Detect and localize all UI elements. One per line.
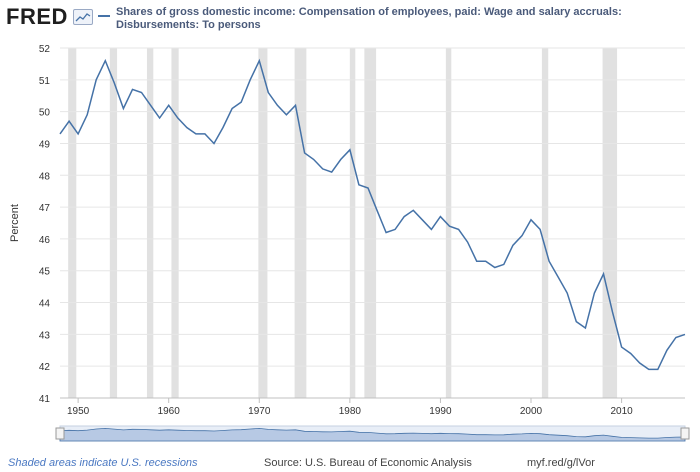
chart-header: FRED Shares of gross domestic income: Co… (0, 0, 700, 40)
navigator-handle-left[interactable] (55, 427, 65, 440)
recession-band (364, 48, 377, 398)
short-url-link[interactable]: myf.red/g/lVor (527, 457, 595, 469)
x-axis: 1950 1960 1970 1980 1990 2000 2010 (60, 397, 685, 417)
y-tick-label: 48 (39, 171, 51, 182)
series-line (59, 58, 686, 371)
y-tick-label: 41 (39, 394, 51, 405)
range-navigator[interactable] (55, 425, 690, 442)
y-tick-label: 49 (39, 139, 51, 150)
y-axis: 41 42 43 44 45 46 47 48 49 50 51 52 (39, 44, 51, 405)
x-tick-label: 1980 (339, 406, 362, 417)
line-chart-icon (73, 9, 93, 25)
recession-band (541, 48, 549, 398)
x-tick-label: 1960 (158, 406, 181, 417)
recession-shading (68, 48, 618, 398)
fred-logo[interactable]: FRED (6, 4, 68, 29)
recession-band (445, 48, 452, 398)
recession-band (258, 48, 268, 398)
y-tick-label: 51 (39, 76, 51, 87)
recession-band (349, 48, 356, 398)
y-tick-label: 43 (39, 330, 51, 341)
y-tick-label: 47 (39, 203, 51, 214)
source-text: Source: U.S. Bureau of Economic Analysis (264, 457, 472, 469)
y-tick-label: 45 (39, 267, 51, 278)
x-tick-label: 2000 (520, 406, 543, 417)
recession-band (294, 48, 307, 398)
y-tick-label: 42 (39, 362, 51, 373)
y-tick-label: 52 (39, 44, 51, 55)
y-tick-label: 46 (39, 235, 51, 246)
recession-band (68, 48, 77, 398)
recession-band (146, 48, 154, 398)
y-tick-label: 44 (39, 299, 51, 310)
x-tick-label: 1950 (67, 406, 90, 417)
recession-note: Shaded areas indicate U.S. recessions (8, 457, 198, 469)
navigator-handle-right[interactable] (680, 427, 690, 440)
recession-band (171, 48, 179, 398)
y-axis-label: Percent (9, 204, 21, 242)
chart-title: Shares of gross domestic income: Compens… (116, 6, 622, 31)
x-tick-label: 1970 (248, 406, 271, 417)
legend-swatch (98, 15, 110, 17)
recession-band (109, 48, 118, 398)
recession-band (602, 48, 618, 398)
navigator-series (59, 427, 686, 442)
y-tick-label: 50 (39, 108, 51, 119)
x-tick-label: 2010 (610, 406, 633, 417)
x-tick-label: 1990 (429, 406, 452, 417)
chart-area: 41 42 43 44 45 46 47 48 49 50 51 52 1950 1960 1970 198… (9, 44, 690, 442)
